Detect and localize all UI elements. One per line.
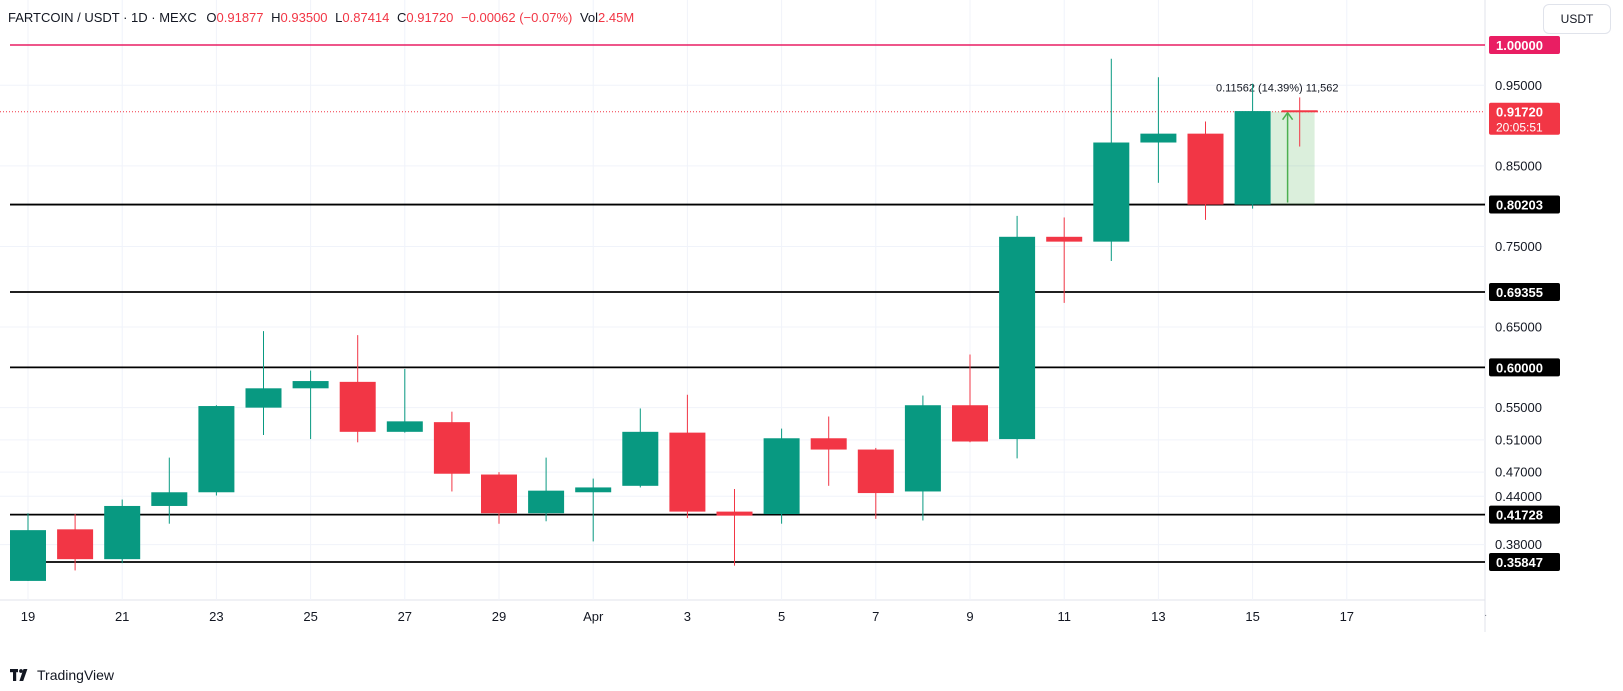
time-tick-label: 17 bbox=[1340, 609, 1354, 624]
last-price-tag bbox=[1489, 102, 1560, 135]
measure-label: 0.11562 (14.39%) 11,562 bbox=[1216, 83, 1339, 95]
candle-body bbox=[198, 406, 235, 493]
level-price-label: 0.69355 bbox=[1496, 285, 1543, 300]
candle-body bbox=[528, 490, 565, 514]
open-label: O bbox=[206, 10, 217, 25]
level-price-tag bbox=[1489, 195, 1560, 214]
price-tick-label: 0.65000 bbox=[1495, 320, 1542, 335]
time-tick-label: 5 bbox=[778, 609, 785, 624]
time-tick-label: 9 bbox=[966, 609, 973, 624]
high-label: H bbox=[271, 10, 281, 25]
level-price-label: 0.35847 bbox=[1496, 555, 1543, 570]
candle-body bbox=[386, 421, 423, 432]
candle-body bbox=[292, 381, 329, 389]
time-tick-label: 13 bbox=[1151, 609, 1165, 624]
close-label: C bbox=[397, 10, 407, 25]
tradingview-icon bbox=[10, 669, 28, 681]
candle-body bbox=[1093, 142, 1130, 242]
candle-body bbox=[1046, 236, 1083, 242]
candle-body bbox=[1187, 133, 1224, 205]
candle-body bbox=[339, 381, 376, 432]
candle-body bbox=[1140, 133, 1177, 143]
candle-body bbox=[952, 405, 988, 442]
candle-body bbox=[763, 438, 800, 515]
price-tick-label: 0.38000 bbox=[1495, 537, 1542, 552]
volume-value: 2.45M bbox=[598, 10, 635, 25]
price-tick-label: 0.95000 bbox=[1495, 78, 1542, 93]
price-tick-label: 0.55000 bbox=[1495, 400, 1542, 415]
candlestick-series bbox=[10, 58, 1318, 581]
low-value: 0.87414 bbox=[342, 10, 390, 25]
price-tick-label: 0.51000 bbox=[1495, 432, 1542, 447]
level-price-label: 0.80203 bbox=[1496, 198, 1543, 213]
level-price-tag bbox=[1489, 553, 1560, 571]
candle-body bbox=[57, 529, 94, 560]
low-label: L bbox=[335, 10, 343, 25]
target-price-tag bbox=[1489, 36, 1560, 54]
time-tick-label: 23 bbox=[209, 609, 223, 624]
time-tick-label: 19 bbox=[21, 609, 35, 624]
candle-body bbox=[857, 449, 894, 494]
bar-countdown-label: 20:05:51 bbox=[1496, 121, 1543, 135]
candle-body bbox=[669, 432, 706, 512]
price-tick-label: 0.47000 bbox=[1495, 465, 1542, 480]
candle-body bbox=[810, 438, 847, 450]
time-axis-marker: · bbox=[1484, 610, 1487, 621]
close-value: 0.91720 bbox=[406, 10, 454, 25]
candle-body bbox=[245, 388, 282, 408]
level-price-label: 1.00000 bbox=[1496, 38, 1543, 53]
time-tick-label: 25 bbox=[303, 609, 317, 624]
candle-body bbox=[1234, 111, 1271, 205]
price-axis-labels: 1.00000 0.80203 0.69355 0.60000 0.41728 0.358… bbox=[1489, 36, 1560, 571]
time-tick-label: 3 bbox=[684, 609, 691, 624]
time-axis[interactable]: 19 21 23 25 27 29 Apr 3 5 7 9 11 13 15 17 · bbox=[21, 609, 1488, 624]
candle-body bbox=[575, 487, 612, 493]
price-tick-label: 0.85000 bbox=[1495, 158, 1542, 173]
last-price-label: 0.91720 bbox=[1496, 105, 1543, 120]
high-value: 0.93500 bbox=[280, 10, 328, 25]
time-tick-label: 7 bbox=[872, 609, 879, 624]
level-price-label: 0.41728 bbox=[1496, 508, 1543, 523]
chart-grid bbox=[0, 0, 1486, 632]
change-value: −0.00062 (−0.07%) bbox=[461, 10, 573, 25]
legend-header: FARTCOIN / USDT · 1D · MEXC O0.91877 H0.… bbox=[8, 10, 634, 25]
price-tick-label: 0.75000 bbox=[1495, 239, 1542, 254]
level-price-tag bbox=[1489, 505, 1560, 524]
price-range-measure[interactable]: 0.11562 (14.39%) 11,562 bbox=[1216, 83, 1339, 205]
candle-body bbox=[10, 530, 46, 581]
level-price-tag bbox=[1489, 358, 1560, 377]
candle-body bbox=[481, 474, 517, 514]
time-tick-label: 15 bbox=[1245, 609, 1259, 624]
time-tick-label: 29 bbox=[492, 609, 506, 624]
candle-body bbox=[433, 422, 470, 474]
candle-body bbox=[1281, 110, 1318, 113]
open-value: 0.91877 bbox=[216, 10, 264, 25]
tradingview-logo[interactable]: TradingView bbox=[10, 667, 114, 683]
currency-button[interactable]: USDT bbox=[1543, 4, 1611, 34]
candle-body bbox=[104, 505, 141, 560]
level-price-label: 0.60000 bbox=[1496, 360, 1543, 375]
candle-body bbox=[151, 492, 188, 506]
volume-label: Vol bbox=[579, 10, 599, 25]
brand-name: TradingView bbox=[37, 667, 115, 683]
time-tick-label: Apr bbox=[583, 609, 604, 624]
measure-arrow-head bbox=[1281, 111, 1294, 121]
candle-body bbox=[999, 236, 1036, 440]
candle-body bbox=[716, 511, 753, 516]
time-tick-label: 27 bbox=[398, 609, 412, 624]
candle-body bbox=[904, 405, 941, 492]
candle-body bbox=[622, 431, 659, 486]
level-price-tag bbox=[1489, 282, 1560, 301]
time-tick-label: 21 bbox=[115, 609, 129, 624]
price-tick-label: 0.44000 bbox=[1495, 489, 1542, 504]
time-tick-label: 11 bbox=[1057, 609, 1071, 624]
price-axis[interactable]: 0.95000 0.85000 0.75000 0.65000 0.55000 0.510… bbox=[1495, 78, 1542, 552]
symbol-title[interactable]: FARTCOIN / USDT · 1D · MEXC bbox=[8, 10, 197, 25]
